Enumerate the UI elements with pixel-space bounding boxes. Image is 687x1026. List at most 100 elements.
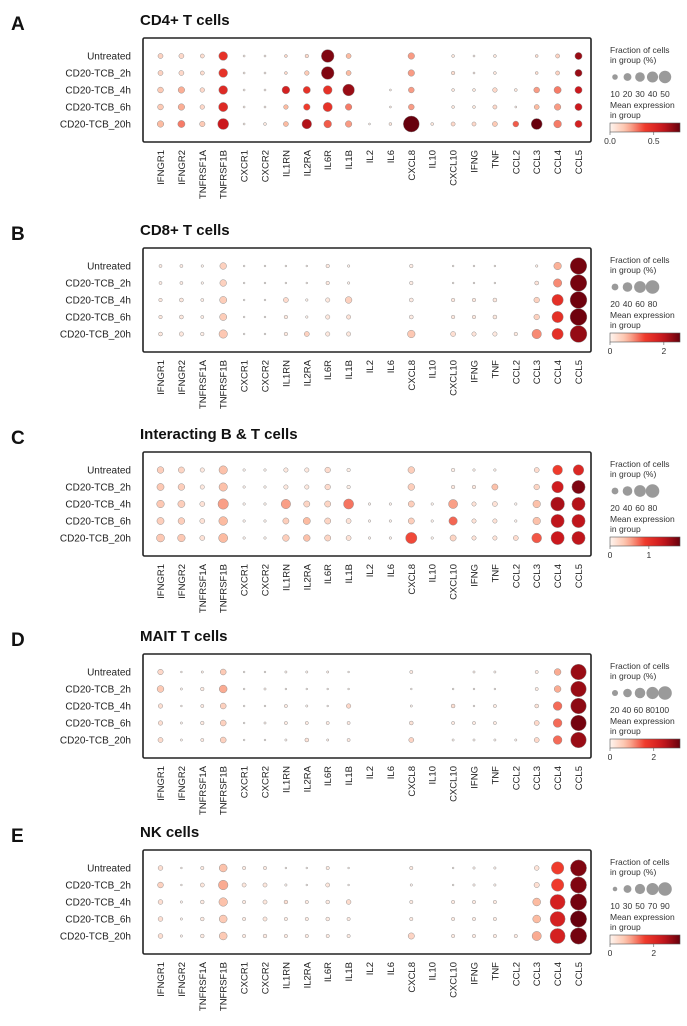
dot: [263, 88, 267, 92]
dot: [324, 517, 332, 525]
dot: [472, 687, 476, 691]
size-legend-title-line: Fraction of cells: [610, 857, 670, 867]
size-legend-title-line: in group (%): [610, 55, 656, 65]
dot: [219, 719, 227, 727]
panel-title: NK cells: [140, 824, 199, 841]
dot: [472, 88, 476, 92]
dot: [263, 264, 267, 268]
dot: [157, 881, 164, 889]
gene-label: IL10: [428, 962, 439, 981]
dot: [472, 704, 476, 708]
dot: [200, 315, 205, 319]
dot: [263, 298, 267, 302]
dot: [199, 501, 206, 507]
dot: [325, 882, 330, 888]
dot: [242, 281, 246, 285]
dot: [242, 934, 247, 938]
dot: [533, 882, 540, 888]
dot: [218, 897, 228, 907]
color-legend-title: Mean expression in group: [610, 912, 675, 932]
size-legend-dot: [646, 686, 659, 700]
dot: [408, 86, 415, 94]
dot: [409, 670, 414, 674]
dot: [219, 736, 227, 744]
dot: [407, 69, 415, 77]
dot: [408, 737, 415, 743]
size-legend-tick: 80: [648, 503, 658, 513]
dot: [407, 52, 415, 60]
dot: [493, 738, 497, 742]
dot: [263, 281, 267, 285]
dot: [218, 482, 228, 492]
dot: [346, 738, 351, 742]
dot: [177, 533, 186, 543]
dot: [304, 331, 310, 337]
size-legend-title: Fraction of cells in group (%): [610, 661, 670, 681]
gene-label: TNFRSF1A: [198, 359, 209, 409]
gene-label: IFNGR2: [177, 962, 188, 997]
dot: [283, 899, 289, 905]
panel-title: Interacting B & T cells: [140, 426, 298, 443]
gene-label: IFNG: [470, 766, 481, 789]
gene-label: CCL3: [532, 564, 543, 588]
gene-label: CXCR2: [261, 766, 272, 798]
dot: [492, 934, 497, 938]
gene-label: IL2: [365, 150, 376, 163]
size-legend-tick: 30: [635, 89, 645, 99]
group-label: CD20-TCB_6h: [65, 313, 131, 324]
gene-label: CXCR2: [261, 564, 272, 596]
gene-label: TNFRSF1A: [198, 149, 209, 199]
dot: [242, 485, 246, 489]
gene-label: TNFRSF1A: [198, 765, 209, 815]
size-legend-title-line: in group (%): [610, 265, 656, 275]
dot: [303, 534, 311, 542]
dot: [345, 535, 352, 541]
dot: [409, 900, 414, 904]
dot: [451, 866, 455, 870]
dot: [493, 71, 497, 75]
dot: [571, 480, 586, 494]
dot: [325, 934, 330, 938]
dot: [409, 883, 413, 887]
dot: [305, 866, 308, 870]
dot: [389, 88, 392, 92]
dot: [241, 882, 247, 888]
dot: [242, 105, 246, 109]
dot: [156, 533, 165, 543]
dot: [492, 518, 498, 524]
dot: [242, 71, 246, 75]
gene-label: CXCR1: [240, 766, 251, 798]
gene-label: IL1B: [344, 150, 355, 170]
dot: [326, 704, 329, 708]
dot: [179, 281, 184, 285]
dot: [555, 53, 560, 59]
gene-label: IL2: [365, 360, 376, 373]
color-legend-title-line: Mean expression: [610, 514, 675, 524]
dot: [200, 704, 205, 708]
size-legend-dot: [658, 686, 672, 700]
gene-label: CCL4: [553, 962, 564, 986]
dot: [570, 876, 587, 894]
gene-label: CCL2: [511, 766, 522, 790]
dot: [533, 296, 540, 304]
gene-label: IL6R: [323, 360, 334, 380]
size-legend-tick: 20: [610, 299, 620, 309]
dot: [242, 88, 246, 92]
size-legend-dot: [623, 688, 632, 698]
dot: [282, 534, 290, 542]
size-legend-tick: 10: [610, 901, 620, 911]
size-legend-dot: [658, 882, 672, 896]
gene-label: CCL4: [553, 360, 564, 384]
dot: [304, 467, 310, 473]
dot: [430, 502, 434, 506]
dot: [532, 516, 541, 526]
dot: [574, 69, 583, 77]
gene-label: IFNGR2: [177, 766, 188, 801]
dot: [323, 85, 333, 95]
gene-label: CCL2: [511, 564, 522, 588]
gene-label: IFNGR1: [156, 360, 167, 395]
gene-label: CXCR2: [261, 150, 272, 182]
plot-frame: [142, 37, 592, 143]
size-legend-dot: [634, 485, 646, 497]
dot: [200, 899, 205, 905]
